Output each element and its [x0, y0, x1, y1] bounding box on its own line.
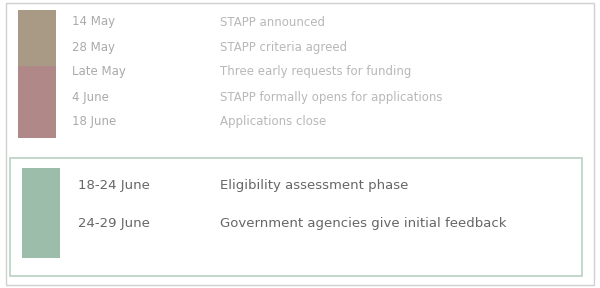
Text: Eligibility assessment phase: Eligibility assessment phase: [220, 179, 409, 192]
Text: STAPP criteria agreed: STAPP criteria agreed: [220, 41, 347, 54]
FancyBboxPatch shape: [18, 66, 56, 138]
Text: Government agencies give initial feedback: Government agencies give initial feedbac…: [220, 217, 506, 230]
Text: 18-24 June: 18-24 June: [78, 179, 150, 192]
Text: Late May: Late May: [72, 65, 126, 79]
FancyBboxPatch shape: [10, 158, 582, 276]
FancyBboxPatch shape: [18, 10, 56, 66]
Text: STAPP announced: STAPP announced: [220, 16, 325, 29]
Text: Three early requests for funding: Three early requests for funding: [220, 65, 412, 79]
FancyBboxPatch shape: [22, 168, 60, 258]
Text: 28 May: 28 May: [72, 41, 115, 54]
Text: 18 June: 18 June: [72, 115, 116, 128]
Text: 4 June: 4 June: [72, 90, 109, 103]
Text: STAPP formally opens for applications: STAPP formally opens for applications: [220, 90, 443, 103]
Text: 24-29 June: 24-29 June: [78, 217, 150, 230]
Text: Applications close: Applications close: [220, 115, 326, 128]
Text: 14 May: 14 May: [72, 16, 115, 29]
